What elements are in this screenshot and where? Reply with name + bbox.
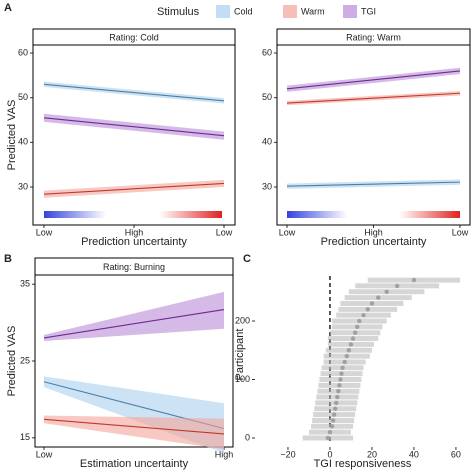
legend-label: TGI [361,6,376,16]
point [340,365,345,371]
point [342,359,347,365]
y-tick-label: 35 [20,279,30,289]
y-tick-label: 0 [245,432,250,442]
point [335,394,340,400]
point [330,418,336,423]
x-tick-label: High [364,227,383,237]
y-tick-label: 25 [20,355,30,365]
point [384,289,389,294]
point [355,324,360,330]
point [369,301,375,306]
series-line [43,83,225,102]
legend-swatch [343,5,357,18]
point [344,353,349,359]
point [327,429,333,435]
x-axis-title: Prediction uncertainty [81,236,187,248]
x-tick-label: 40 [409,449,419,459]
x-tick-label: Low [36,449,53,459]
x-tick-label: High [215,449,234,459]
x-tick-label: 60 [451,449,461,459]
series-line [43,182,225,195]
point [333,406,338,411]
series-line [43,117,225,137]
point [331,412,337,417]
point [337,383,342,388]
y-tick-label: 60 [18,47,28,57]
point [350,336,356,341]
point [361,312,366,318]
x-tick-label: Low [279,227,296,237]
y-axis-title: Predicted VAS [6,326,18,397]
x-axis-title: TGI responsiveness [314,458,412,470]
gradient-bar [44,211,222,218]
plot-frame [32,44,236,226]
plot-frame [276,44,471,226]
plot-frame [34,274,234,448]
strip-title: Rating: Warm [346,32,401,42]
y-tick-label: 15 [20,432,30,442]
ci-ribbon [44,291,224,342]
y-tick-label: 60 [262,47,272,57]
series-line [43,418,225,435]
legend-title: Stimulus [157,6,200,18]
point [352,330,358,335]
series-line [43,309,225,339]
y-tick-label: 30 [18,181,28,191]
gradient-bar [287,211,460,218]
y-tick-label: 40 [262,137,272,147]
point [325,435,331,441]
legend-swatch [216,5,230,18]
point [348,342,354,347]
point [329,424,335,429]
y-tick-label: 100 [235,374,250,384]
x-tick-label: 0 [327,449,332,459]
x-tick-label: Low [452,227,469,237]
y-tick-label: 50 [18,92,28,102]
point [346,348,352,353]
y-axis-title: Participant [234,329,246,381]
x-tick-label: −20 [280,449,295,459]
legend-label: Warm [301,6,325,16]
panel-label: A [4,2,12,14]
point [411,277,417,283]
series-line [286,70,461,90]
point [394,283,400,289]
point [336,389,341,394]
strip-title: Rating: Cold [109,32,159,42]
x-tick-label: Low [36,227,53,237]
point [338,377,343,382]
series-line [286,181,461,187]
y-tick-label: 30 [262,181,272,191]
x-tick-label: High [125,227,144,237]
y-axis-title: Predicted VAS [6,100,18,171]
panel-label: B [4,253,12,265]
x-axis-title: Prediction uncertainty [321,236,427,248]
x-tick-label: Low [216,227,233,237]
point [376,295,381,300]
point [365,307,370,312]
series-line [286,92,461,104]
legend-swatch [283,5,297,18]
y-tick-label: 200 [235,315,250,325]
panel-label: C [243,253,251,265]
strip-title: Rating: Burning [103,262,165,272]
point [339,371,344,376]
legend-label: Cold [234,6,253,16]
y-tick-label: 40 [18,137,28,147]
y-tick-label: 50 [262,92,272,102]
ci-ribbon [44,415,224,450]
x-axis-title: Estimation uncertainty [80,458,189,470]
point [334,400,339,406]
x-tick-label: 20 [367,449,377,459]
point [357,318,362,324]
